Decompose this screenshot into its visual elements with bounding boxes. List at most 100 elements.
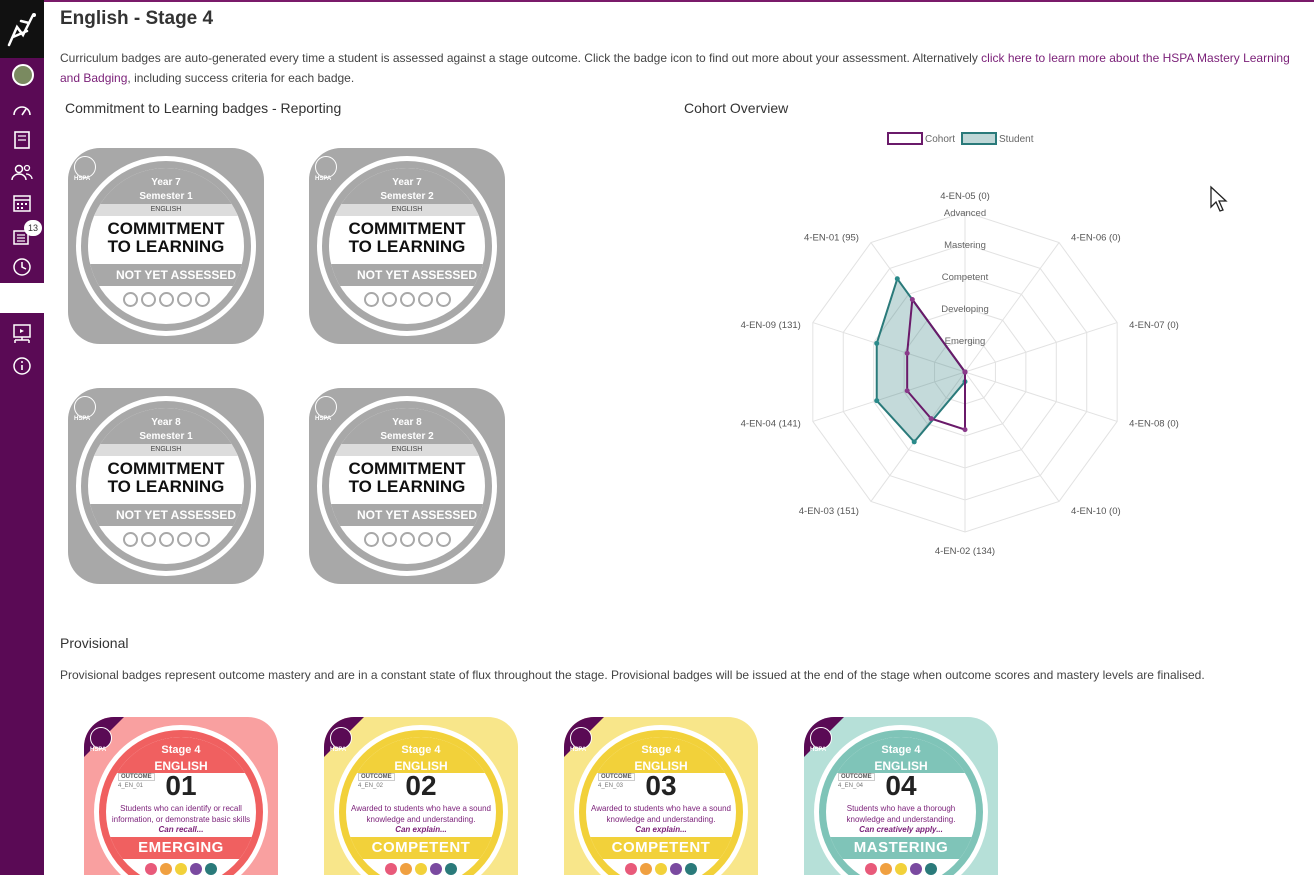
badge-progress-dots (329, 292, 485, 307)
outcome-number: 02 (405, 770, 437, 801)
badge-level: EMERGING (106, 837, 256, 859)
progress-dot (417, 292, 433, 307)
sidebar-active-gap (0, 283, 44, 313)
hspa-label: HSPA (315, 176, 332, 182)
commitment-badge[interactable]: HSPA Year 8 Semester 1 ENGLISH COMMITMENT TO … (68, 388, 264, 584)
radar-level-label: Emerging (945, 336, 986, 347)
radar-spoke (964, 242, 1060, 373)
badge-level: COMPETENT (586, 837, 736, 859)
mastery-dot (925, 863, 937, 875)
radar-point-cohort (909, 297, 915, 303)
badge-stage: Stage 4 (586, 737, 736, 759)
legend-swatch-student (961, 132, 997, 145)
outcome-number: 03 (645, 770, 677, 801)
radar-axis-label: 4-EN-10 (0) (1071, 506, 1121, 517)
radar-axis-label: 4-EN-02 (134) (935, 546, 995, 557)
hspa-label: HSPA (74, 416, 91, 422)
progress-dot (363, 292, 379, 307)
progress-dot (417, 532, 433, 547)
mastery-dot (685, 863, 697, 875)
commitment-badge[interactable]: HSPA Year 8 Semester 2 ENGLISH COMMITMENT TO … (309, 388, 505, 584)
notifications-icon[interactable] (10, 224, 34, 248)
book-icon[interactable] (10, 128, 34, 152)
radar-spoke (812, 322, 966, 373)
provisional-badge[interactable]: HSPA Stage 4 ENGLISH OUTCOME 4_EN_04 04 Studen… (804, 717, 998, 875)
outcome-code: 4_EN_04 (838, 783, 864, 789)
radar-axis-label: 4-EN-09 (131) (741, 320, 801, 331)
clock-icon[interactable] (10, 255, 34, 279)
badge-can: Can explain... (635, 825, 687, 834)
intro-paragraph: Curriculum badges are auto-generated eve… (60, 48, 1290, 88)
provisional-section-title: Provisional (60, 635, 129, 651)
hspa-label: HSPA (74, 176, 91, 182)
radar-spoke (964, 371, 1060, 502)
people-icon[interactable] (10, 160, 34, 184)
provisional-badge[interactable]: HSPA Stage 4 ENGLISH OUTCOME 4_EN_02 02 Awarde… (324, 717, 518, 875)
badge-status: NOT YET ASSESSED (329, 264, 485, 286)
badge-status: NOT YET ASSESSED (88, 264, 244, 286)
mastery-dots (346, 863, 496, 875)
radar-axis-label: 4-EN-07 (0) (1129, 320, 1179, 331)
hspa-label: HSPA (570, 747, 587, 753)
radar-level-label: Developing (941, 304, 989, 315)
radar-axis-label: 4-EN-03 (151) (799, 506, 859, 517)
mastery-dot (625, 863, 637, 875)
radar-point-cohort (904, 388, 910, 394)
progress-dot (381, 292, 397, 307)
logo-icon[interactable] (0, 0, 44, 58)
badge-description: Awarded to students who have a sound kno… (351, 804, 491, 824)
radar-axis-label: 4-EN-04 (141) (741, 419, 801, 430)
radar-point-student (874, 398, 880, 404)
progress-dot (363, 532, 379, 547)
radar-axis-label: 4-EN-08 (0) (1129, 419, 1179, 430)
radar-axis-label: 4-EN-06 (0) (1071, 233, 1121, 244)
provisional-badge[interactable]: HSPA Stage 4 ENGLISH OUTCOME 4_EN_03 03 Awarde… (564, 717, 758, 875)
cohort-radar-chart: Cohort Student Emerging Developing Competent… (664, 122, 1284, 572)
badge-subject: ENGLISH (88, 444, 244, 456)
commitment-badge[interactable]: HSPA Year 7 Semester 1 ENGLISH COMMITMENT TO … (68, 148, 264, 344)
hspa-label: HSPA (315, 416, 332, 422)
radar-level-label: Competent (942, 272, 989, 283)
outcome-code: 4_EN_03 (598, 783, 624, 789)
progress-dot (381, 532, 397, 547)
hspa-logo-icon (74, 156, 96, 178)
hspa-learn-more-link[interactable]: click here to learn more about the HSPA … (60, 51, 1290, 85)
badge-stage: Stage 4 (346, 737, 496, 759)
radar-spoke (812, 371, 966, 422)
hspa-label: HSPA (330, 747, 347, 753)
outcome-label: OUTCOME (598, 773, 635, 781)
avatar[interactable] (12, 64, 34, 86)
mastery-dot (160, 863, 172, 875)
presentation-icon[interactable] (10, 322, 34, 346)
radar-level-label: Mastering (944, 240, 986, 251)
radar-axis-label: 4-EN-01 (95) (804, 233, 859, 244)
badge-line2: TO LEARNING (107, 237, 225, 256)
radar-point-cohort (962, 427, 968, 433)
badge-subject: ENGLISH (329, 204, 485, 216)
commitment-badge[interactable]: HSPA Year 7 Semester 2 ENGLISH COMMITMENT TO … (309, 148, 505, 344)
badge-headline: COMMITMENT TO LEARNING (88, 220, 244, 256)
calendar-icon[interactable] (10, 191, 34, 215)
mastery-dot (655, 863, 667, 875)
badge-status: NOT YET ASSESSED (329, 504, 485, 526)
badge-semester: Semester 2 (380, 191, 434, 202)
info-icon[interactable] (10, 354, 34, 378)
badge-description: Students who have a thorough knowledge a… (846, 804, 956, 824)
mouse-cursor-icon (1209, 185, 1229, 218)
progress-dot (158, 532, 174, 547)
badge-can: Can creatively apply... (859, 825, 943, 834)
badge-inner: Stage 4 ENGLISH OUTCOME 4_EN_03 03 Awarded to… (586, 737, 736, 875)
intro-text: Curriculum badges are auto-generated eve… (60, 51, 982, 65)
badge-inner: Stage 4 ENGLISH OUTCOME 4_EN_04 04 Students w… (826, 737, 976, 875)
provisional-badge[interactable]: HSPA Stage 4 ENGLISH OUTCOME 4_EN_01 01 Studen… (84, 717, 278, 875)
mastery-dot (145, 863, 157, 875)
badge-line1: COMMITMENT (348, 219, 466, 238)
commitment-section-title: Commitment to Learning badges - Reportin… (65, 100, 342, 116)
progress-dot (194, 532, 210, 547)
dashboard-icon[interactable] (10, 98, 34, 122)
mastery-dot (205, 863, 217, 875)
badge-description: Awarded to students who have a sound kno… (591, 804, 731, 824)
badge-progress-dots (329, 532, 485, 547)
mastery-dot (400, 863, 412, 875)
badge-semester: Semester 1 (139, 431, 193, 442)
